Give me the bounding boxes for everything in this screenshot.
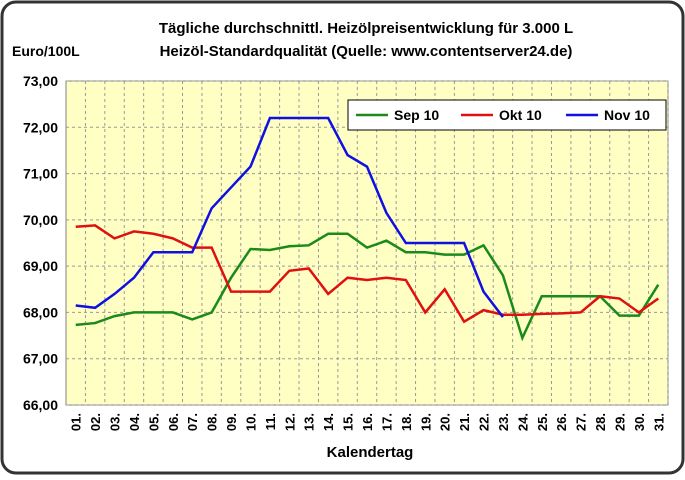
x-tick-label: 28. — [593, 413, 608, 431]
x-tick-label: 22. — [477, 413, 492, 431]
x-tick-label: 09. — [224, 413, 239, 431]
y-tick-label: 73,00 — [23, 73, 58, 89]
plot-area — [65, 80, 669, 406]
legend-label: Nov 10 — [604, 107, 650, 123]
x-tick-label: 12. — [282, 413, 297, 431]
x-tick-label: 23. — [496, 413, 511, 431]
x-tick-label: 19. — [418, 413, 433, 431]
x-axis-title: Kalendertag — [327, 444, 414, 461]
series-line — [75, 116, 504, 318]
y-tick-label: 68,00 — [23, 304, 58, 320]
x-tick-label: 07. — [185, 413, 200, 431]
y-tick-label: 67,00 — [23, 351, 58, 367]
x-tick-label: 31. — [651, 413, 666, 431]
x-tick-label: 13. — [302, 413, 317, 431]
y-tick-label: 72,00 — [23, 119, 58, 135]
y-tick-label: 69,00 — [23, 258, 58, 274]
x-tick-label: 04. — [127, 413, 142, 431]
series-line — [75, 224, 660, 324]
x-tick-label: 15. — [341, 413, 356, 431]
x-tick-label: 06. — [166, 413, 181, 431]
x-tick-label: 11. — [263, 413, 278, 430]
x-tick-label: 18. — [399, 413, 414, 431]
y-axis-title: Euro/100L — [12, 43, 80, 59]
y-tick-label: 66,00 — [23, 397, 58, 413]
x-tick-label: 21. — [457, 413, 472, 431]
x-tick-label: 01. — [69, 413, 84, 431]
x-tick-label: 16. — [360, 413, 375, 431]
x-tick-label: 03. — [108, 413, 123, 431]
x-tick-label: 14. — [321, 413, 336, 431]
x-tick-label: 26. — [554, 413, 569, 431]
x-tick-label: 17. — [379, 413, 394, 431]
x-tick-label: 25. — [535, 413, 550, 431]
y-tick-label: 71,00 — [23, 166, 58, 182]
x-tick-label: 10. — [243, 413, 258, 431]
y-tick-label: 70,00 — [23, 212, 58, 228]
series-line — [75, 232, 660, 342]
legend-box — [347, 99, 667, 131]
x-tick-label: 29. — [612, 413, 627, 431]
x-tick-label: 08. — [205, 413, 220, 431]
x-tick-label: 27. — [574, 413, 589, 431]
chart-subtitle: Heizöl-Standardqualität (Quelle: www.con… — [160, 43, 573, 60]
legend-label: Sep 10 — [394, 107, 439, 123]
x-tick-label: 20. — [438, 413, 453, 431]
legend-label: Okt 10 — [499, 107, 542, 123]
x-tick-label: 02. — [88, 413, 103, 431]
x-tick-label: 24. — [515, 413, 530, 431]
chart-title: Tägliche durchschnittl. Heizölpreisentwi… — [159, 20, 573, 37]
x-tick-label: 30. — [632, 413, 647, 431]
x-tick-label: 05. — [146, 413, 161, 431]
